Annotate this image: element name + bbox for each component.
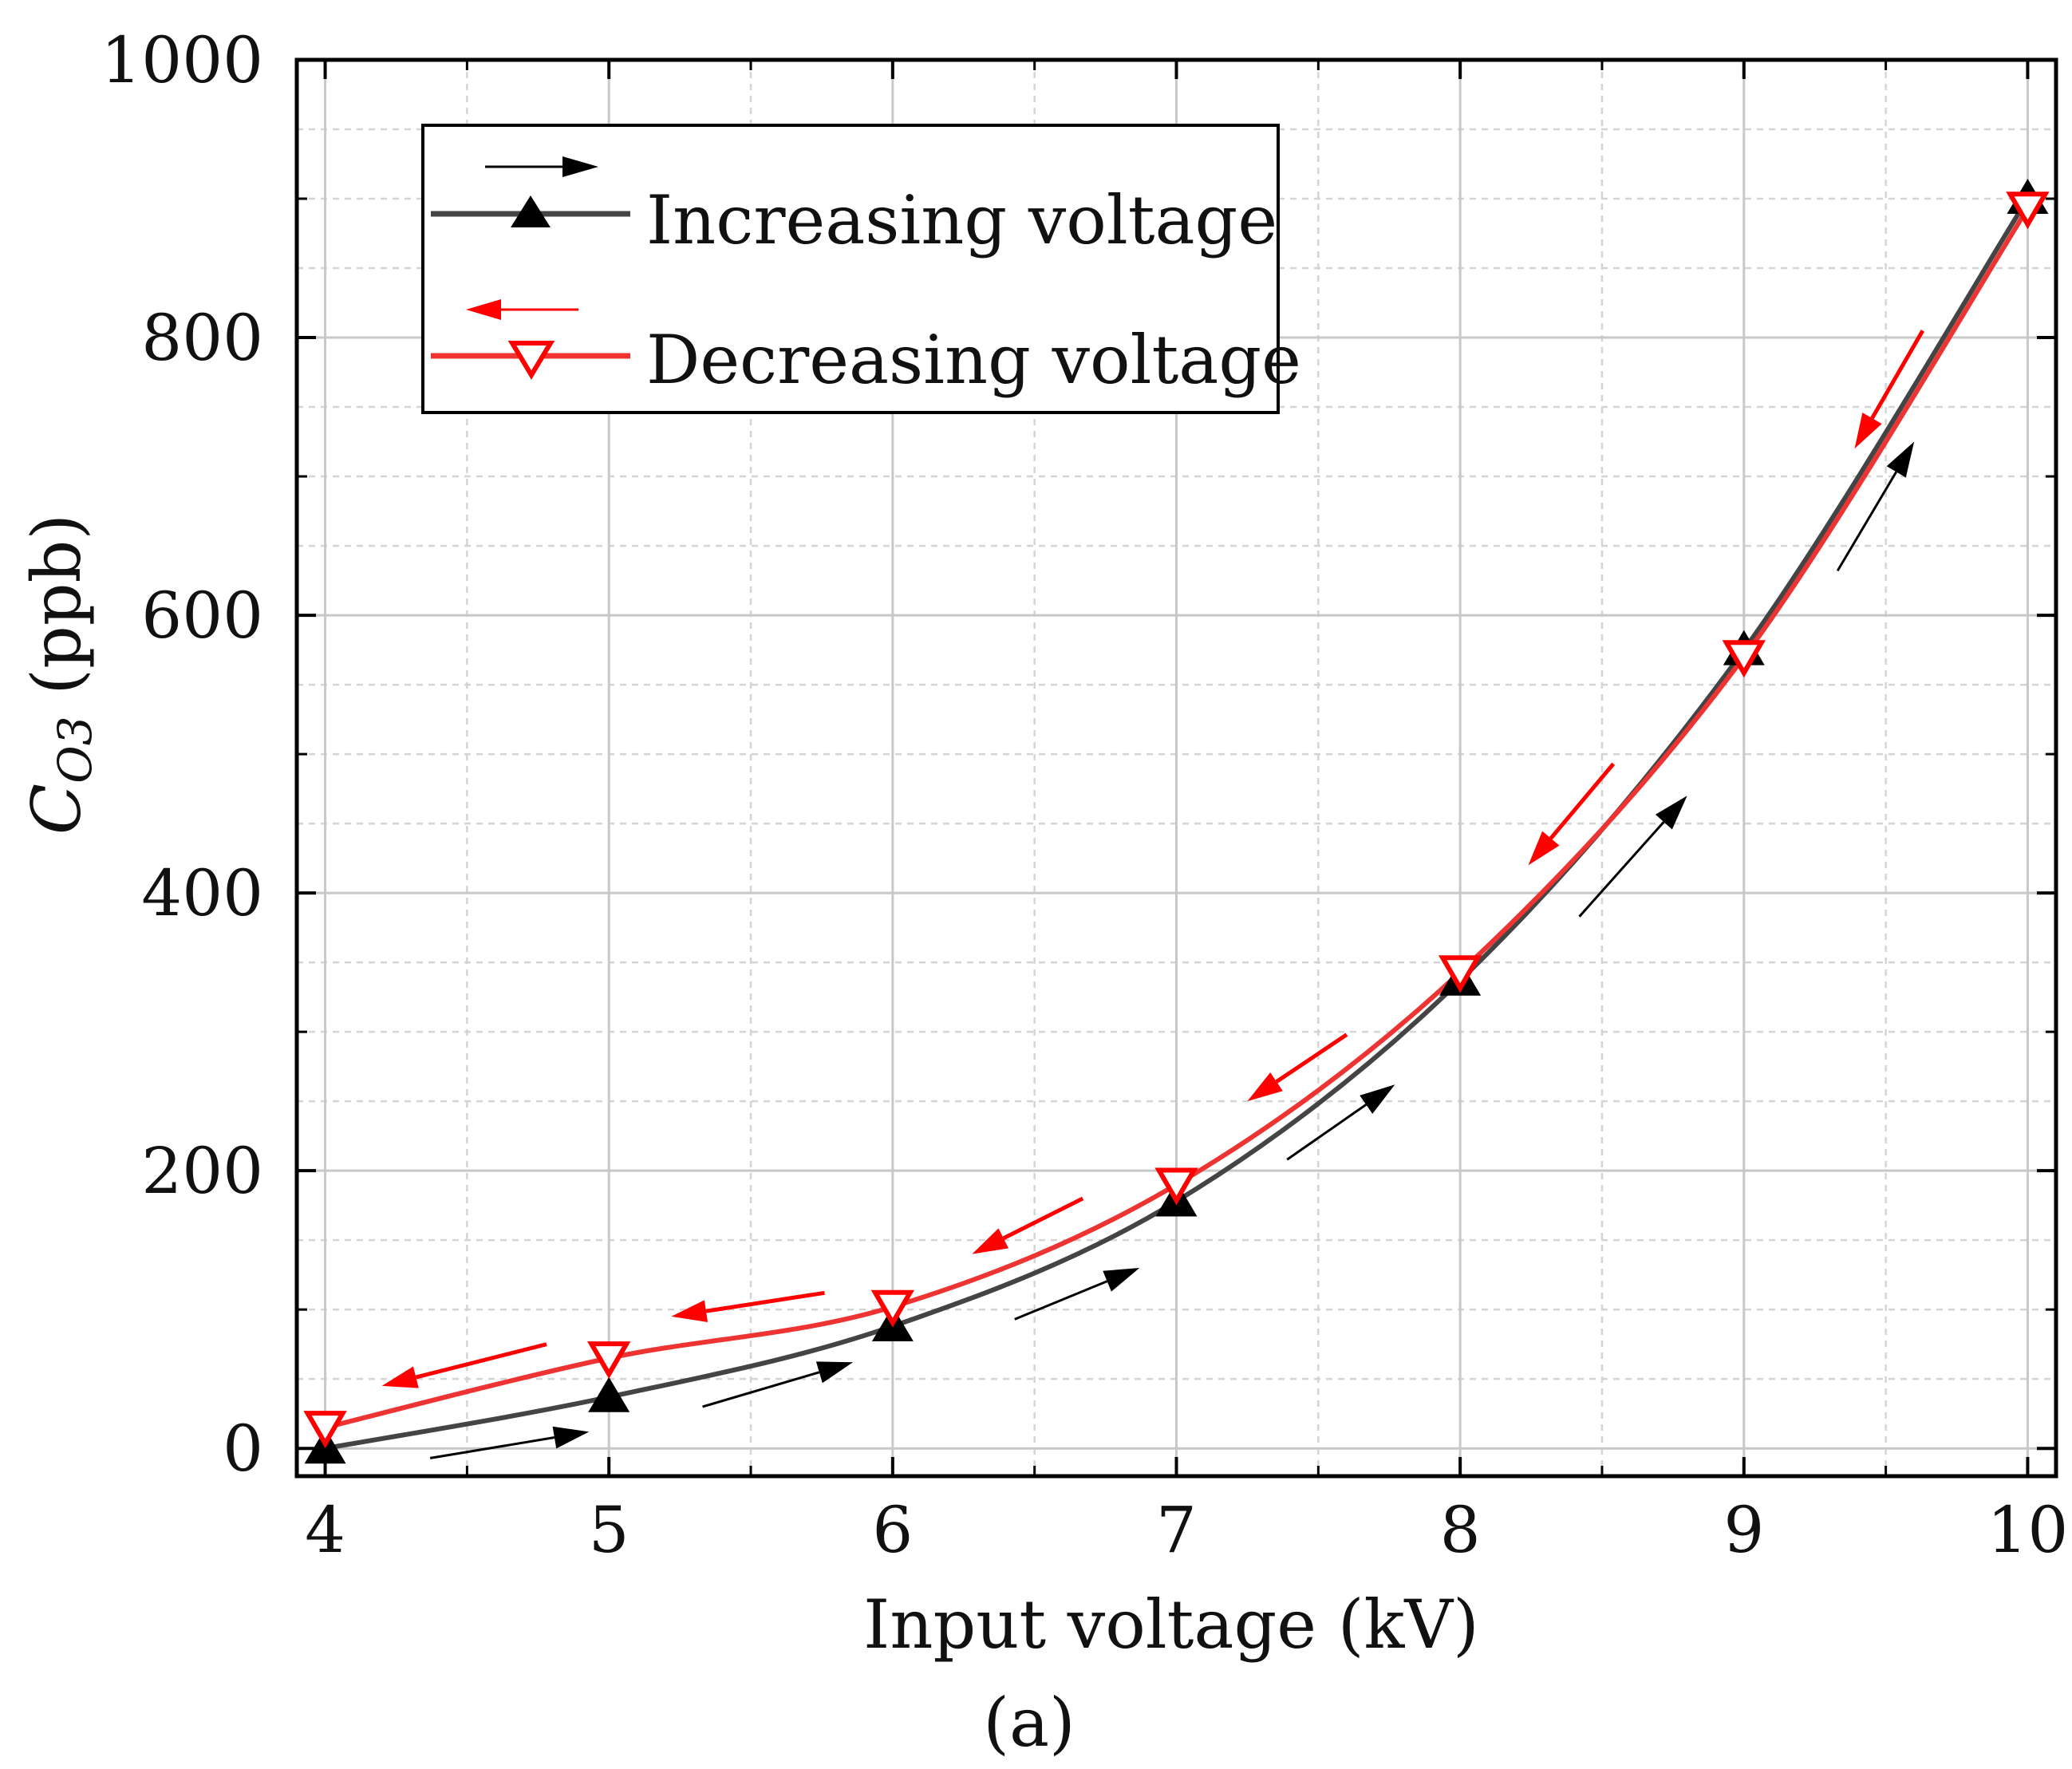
y-axis-title-unit: (ppb)	[18, 514, 96, 717]
legend-increasing-label: Increasing voltage	[646, 181, 1277, 259]
arrow-increasing-head	[815, 1361, 854, 1384]
series-line	[324, 207, 2030, 1431]
arrow-increasing-head	[1103, 1267, 1140, 1292]
legend-entry-increasing: Increasing voltage	[431, 156, 1277, 259]
arrow-decreasing-head	[671, 1300, 708, 1323]
arrow-increasing-shaft	[429, 1436, 555, 1459]
y-axis-title-subscript: O3	[48, 716, 102, 783]
legend-decreasing-marker	[507, 341, 555, 380]
y-tick-label: 0	[223, 1412, 263, 1486]
series-line	[325, 197, 2030, 1451]
arrow-increasing	[1014, 1267, 1140, 1321]
data-point-decreasing	[1154, 1167, 1198, 1206]
arrow-decreasing	[1247, 1033, 1348, 1102]
arrow-increasing-head	[1886, 441, 1915, 478]
arrow-increasing	[702, 1361, 854, 1408]
x-tick-label: 5	[589, 1493, 629, 1567]
arrow-increasing-head	[552, 1426, 590, 1449]
arrow-increasing-shaft	[1578, 821, 1665, 918]
data-point-decreasing	[870, 1289, 915, 1328]
legend-entry-decreasing: Decreasing voltage	[431, 299, 1301, 399]
y-axis-title-symbol: C	[18, 784, 96, 835]
legend: Increasing voltage Decreasing voltage	[421, 124, 1301, 414]
series-markers-decreasing	[303, 192, 2050, 1449]
legend-decreasing-label: Decreasing voltage	[646, 321, 1301, 399]
series-decreasing	[324, 207, 2030, 1431]
x-tick-label: 9	[1723, 1493, 1764, 1567]
arrow-increasing	[1286, 1084, 1395, 1161]
figure-caption: (a)	[983, 1684, 1075, 1762]
arrow-increasing-shaft	[1836, 471, 1898, 572]
arrow-increasing-shaft	[1286, 1104, 1368, 1161]
x-tick-label: 8	[1440, 1493, 1481, 1567]
y-tick-label: 600	[141, 578, 263, 653]
arrow-decreasing-head	[1854, 413, 1882, 449]
x-axis-title: Input voltage (kV)	[863, 1585, 1479, 1664]
arrow-decreasing-shaft	[1549, 762, 1616, 840]
arrow-increasing	[1578, 796, 1687, 918]
series-increasing	[325, 197, 2030, 1451]
data-point-decreasing	[303, 1411, 347, 1449]
data-point-decreasing	[1722, 640, 1766, 678]
axis-ticks: 4 5 6 7 8 9 10 0 200 400 600 800 1000	[101, 23, 2068, 1567]
data-point-decreasing	[2006, 192, 2050, 230]
arrow-decreasing-shaft	[1002, 1196, 1084, 1241]
arrow-decreasing	[1854, 330, 1925, 449]
x-tick-label: 4	[305, 1493, 345, 1567]
series-layer	[303, 179, 2050, 1464]
direction-arrows	[381, 330, 1925, 1459]
arrow-decreasing	[1528, 762, 1616, 866]
y-tick-label: 400	[141, 856, 263, 930]
arrow-decreasing-head	[1247, 1072, 1283, 1102]
legend-decreasing-arrowhead	[466, 299, 501, 320]
legend-increasing-marker	[511, 195, 551, 227]
arrow-increasing	[1836, 441, 1915, 572]
arrow-decreasing-shaft	[415, 1342, 547, 1380]
arrow-decreasing-shaft	[705, 1290, 825, 1313]
arrow-increasing-head	[1360, 1084, 1395, 1114]
x-tick-label: 6	[872, 1493, 913, 1567]
arrow-decreasing-head	[381, 1366, 419, 1388]
arrow-decreasing-head	[972, 1228, 1009, 1254]
y-axis-title: CO3 (ppb)	[18, 514, 102, 835]
arrow-decreasing-head	[1528, 831, 1560, 866]
data-point-decreasing	[587, 1341, 631, 1380]
arrow-increasing	[429, 1426, 590, 1459]
arrow-increasing-shaft	[1014, 1280, 1108, 1321]
legend-increasing-arrowhead	[562, 156, 598, 177]
arrow-decreasing-shaft	[1870, 330, 1925, 420]
x-tick-label: 10	[1987, 1493, 2069, 1567]
data-point-increasing	[588, 1376, 630, 1412]
y-tick-label: 200	[141, 1134, 263, 1208]
y-tick-label: 800	[141, 301, 263, 375]
arrow-decreasing	[671, 1290, 825, 1323]
arrow-decreasing-shaft	[1275, 1033, 1348, 1084]
arrow-decreasing	[972, 1196, 1084, 1254]
arrow-decreasing	[381, 1342, 547, 1388]
arrow-increasing-shaft	[702, 1371, 820, 1408]
y-tick-label: 1000	[101, 23, 263, 97]
data-point-decreasing	[1438, 955, 1482, 993]
x-tick-label: 7	[1156, 1493, 1197, 1567]
arrow-increasing-head	[1655, 796, 1687, 830]
